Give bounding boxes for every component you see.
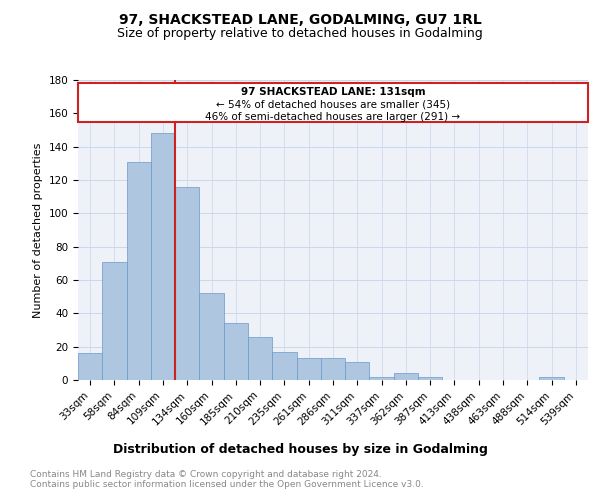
Bar — [272, 352, 296, 380]
Text: Size of property relative to detached houses in Godalming: Size of property relative to detached ho… — [117, 28, 483, 40]
FancyBboxPatch shape — [78, 84, 588, 122]
Bar — [102, 262, 127, 380]
Bar — [199, 294, 224, 380]
Bar — [127, 162, 151, 380]
Bar — [539, 376, 564, 380]
Text: 97 SHACKSTEAD LANE: 131sqm: 97 SHACKSTEAD LANE: 131sqm — [241, 86, 425, 97]
Bar — [345, 362, 370, 380]
Bar — [224, 324, 248, 380]
Text: ← 54% of detached houses are smaller (345): ← 54% of detached houses are smaller (34… — [216, 99, 450, 109]
Text: Distribution of detached houses by size in Godalming: Distribution of detached houses by size … — [113, 442, 487, 456]
Bar — [394, 374, 418, 380]
Text: 97, SHACKSTEAD LANE, GODALMING, GU7 1RL: 97, SHACKSTEAD LANE, GODALMING, GU7 1RL — [119, 12, 481, 26]
Bar — [370, 376, 394, 380]
Text: Contains HM Land Registry data © Crown copyright and database right 2024.
Contai: Contains HM Land Registry data © Crown c… — [30, 470, 424, 490]
Bar — [78, 354, 102, 380]
Bar — [321, 358, 345, 380]
Bar — [248, 336, 272, 380]
Y-axis label: Number of detached properties: Number of detached properties — [33, 142, 43, 318]
Bar — [418, 376, 442, 380]
Text: 46% of semi-detached houses are larger (291) →: 46% of semi-detached houses are larger (… — [205, 112, 461, 122]
Bar — [175, 186, 199, 380]
Bar — [151, 134, 175, 380]
Bar — [296, 358, 321, 380]
